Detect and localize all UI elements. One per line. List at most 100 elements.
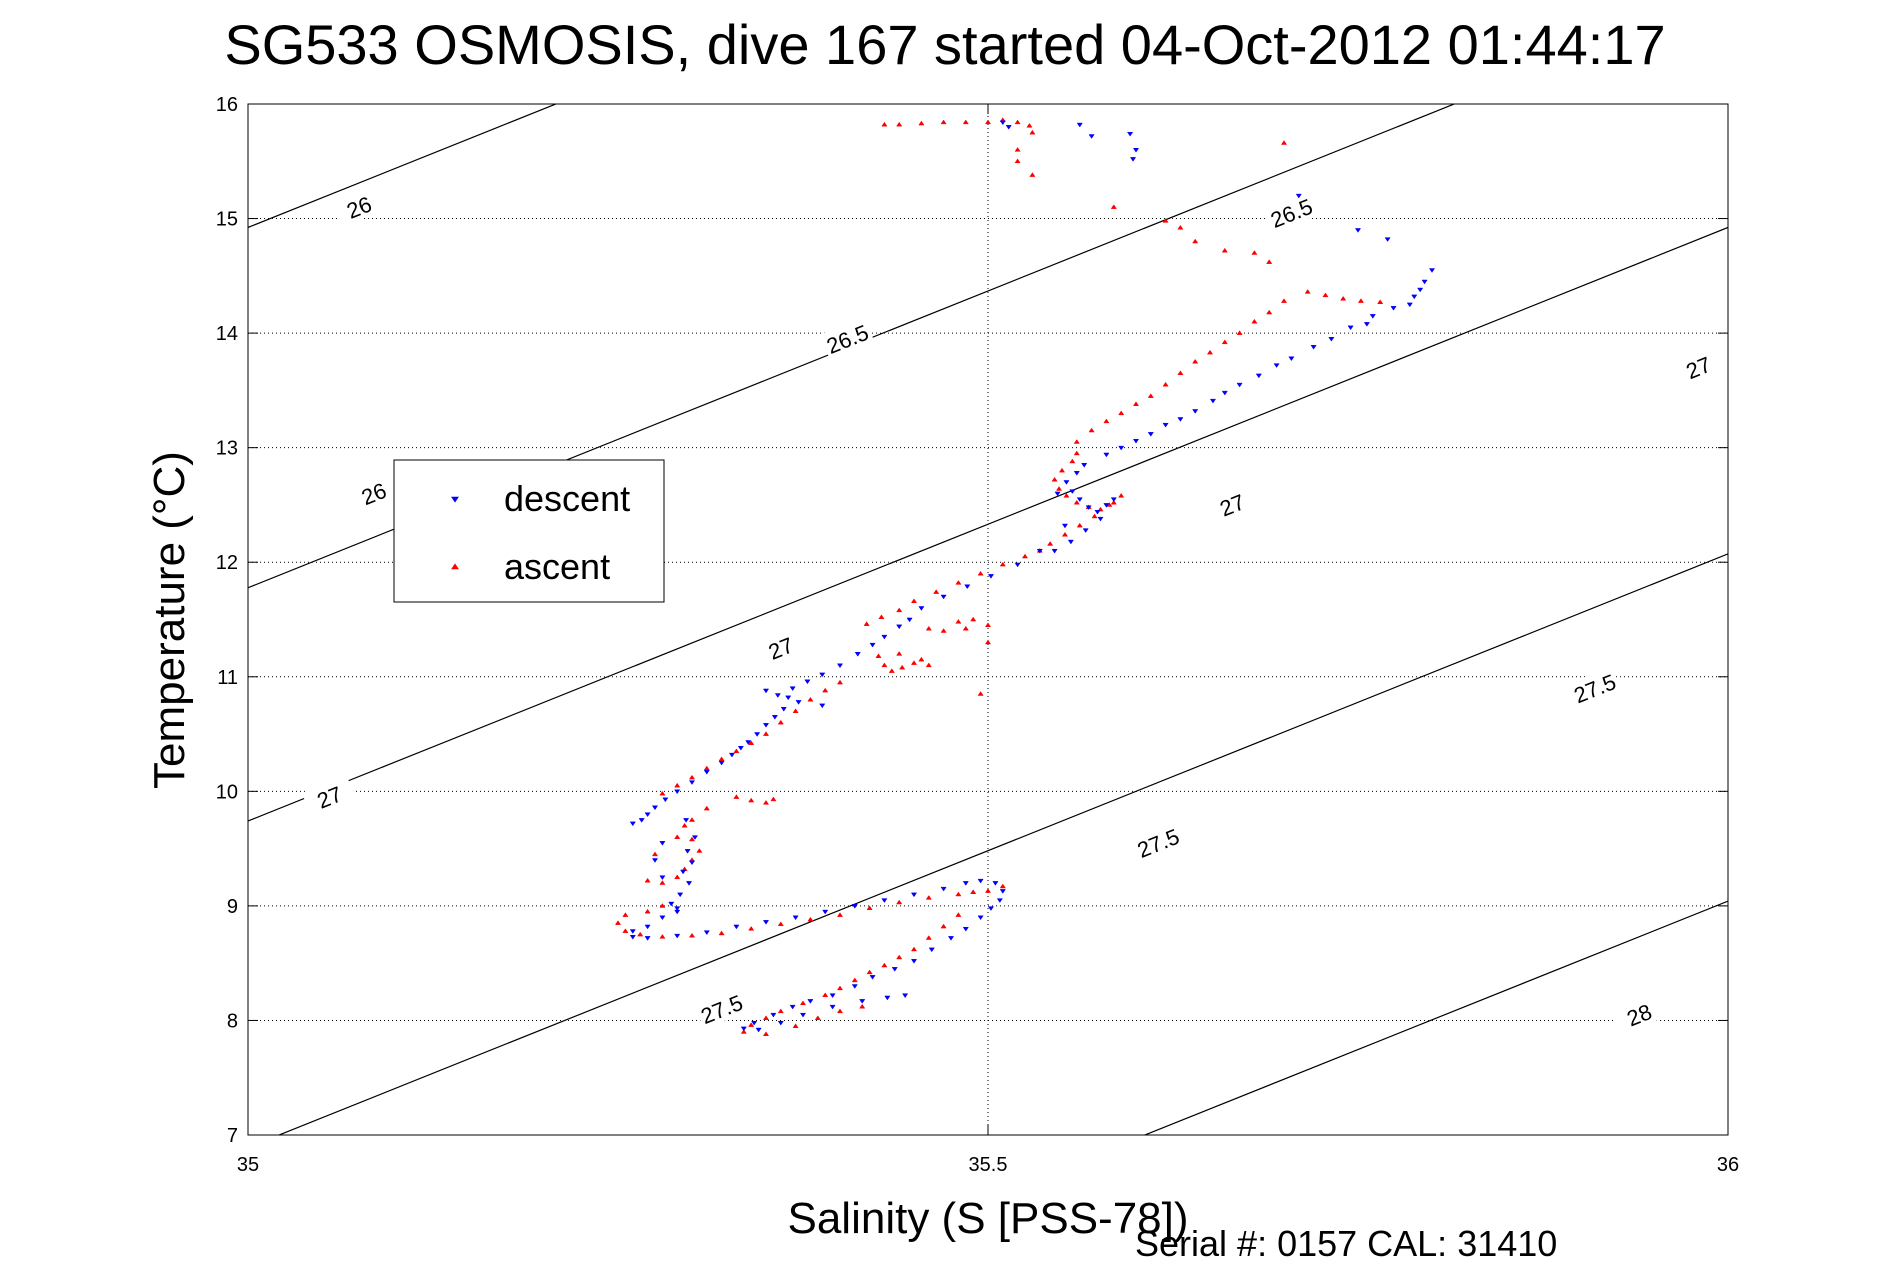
- descent-point: [1129, 157, 1137, 162]
- descent-point: [1069, 489, 1076, 494]
- isopycnal-line: [248, 104, 558, 229]
- descent-point: [1192, 409, 1199, 414]
- descent-point: [910, 892, 918, 898]
- y-tick-label: 7: [227, 1125, 238, 1147]
- ascent-point: [918, 656, 925, 662]
- descent-point: [906, 617, 913, 623]
- descent-point: [1118, 445, 1125, 451]
- contour-label-bg: [331, 185, 386, 228]
- descent-point: [1054, 491, 1061, 497]
- ascent-point: [814, 1015, 821, 1020]
- ascent-point: [1322, 292, 1329, 298]
- ascent-point: [984, 888, 992, 893]
- descent-point: [1417, 287, 1424, 293]
- descent-point: [1005, 125, 1012, 130]
- ascent-point: [859, 1003, 866, 1009]
- ascent-point: [836, 985, 844, 991]
- ascent-point: [688, 836, 696, 842]
- ascent-legend-marker: [451, 563, 459, 570]
- descent-point: [819, 703, 826, 709]
- ascent-point: [822, 687, 829, 693]
- ascent-point: [925, 625, 932, 631]
- ascent-point: [910, 598, 918, 603]
- ascent-point: [1162, 218, 1169, 223]
- ascent-point: [984, 622, 992, 628]
- descent-point: [999, 889, 1006, 894]
- ascent-point: [896, 899, 903, 905]
- descent-point: [1411, 294, 1418, 300]
- descent-point: [718, 760, 725, 766]
- descent-point: [940, 886, 947, 892]
- y-tick-label: 15: [216, 209, 238, 231]
- descent-point: [1097, 516, 1104, 522]
- ascent-point: [896, 651, 903, 656]
- ascent-point: [888, 668, 895, 673]
- ascent-point: [614, 920, 622, 925]
- ascent-point: [863, 621, 870, 626]
- ascent-point: [1221, 339, 1228, 345]
- descent-point: [1063, 480, 1070, 485]
- descent-point: [668, 901, 675, 907]
- ascent-point: [866, 969, 873, 975]
- ascent-point: [896, 121, 903, 127]
- ascent-point: [777, 719, 784, 725]
- ascent-point: [1088, 427, 1095, 433]
- descent-point: [822, 909, 829, 915]
- descent-point: [999, 120, 1006, 126]
- descent-point: [1221, 390, 1228, 396]
- serial-cal-footer: Serial #: 0157 CAL: 31410: [1135, 1223, 1557, 1262]
- ascent-point: [1192, 358, 1199, 364]
- ascent-point: [681, 822, 688, 828]
- descent-point: [688, 780, 696, 785]
- ascent-point: [1014, 119, 1021, 125]
- descent-point: [688, 860, 696, 866]
- descent-point: [703, 770, 710, 775]
- descent-point: [1162, 422, 1169, 428]
- ascent-point: [748, 740, 755, 746]
- ascent-series: [614, 117, 1384, 1037]
- x-tick-label: 35.5: [969, 1154, 1008, 1176]
- ascent-point: [836, 1008, 844, 1014]
- ascent-point: [762, 1031, 770, 1037]
- x-tick-label: 35: [237, 1154, 259, 1176]
- ascent-point: [674, 874, 681, 880]
- descent-point: [1384, 237, 1391, 242]
- isopycnal-line: [248, 104, 1456, 589]
- ascent-point: [1061, 531, 1069, 537]
- descent-point: [977, 915, 984, 921]
- ascent-point: [940, 119, 947, 125]
- ascent-point: [933, 589, 940, 594]
- descent-point: [996, 898, 1003, 903]
- ascent-point: [659, 790, 666, 796]
- ascent-point: [970, 616, 977, 622]
- ascent-point: [1340, 295, 1347, 301]
- ascent-point: [910, 946, 918, 952]
- y-tick-label: 16: [216, 94, 238, 116]
- descent-point: [1110, 497, 1117, 503]
- ascent-point: [881, 121, 888, 127]
- descent-point: [896, 624, 903, 630]
- ascent-point: [1192, 238, 1199, 244]
- descent-point: [683, 818, 690, 823]
- ascent-point: [733, 794, 740, 799]
- descent-point: [1255, 373, 1262, 379]
- descent-point: [674, 789, 681, 795]
- ascent-point: [962, 119, 969, 125]
- descent-point: [836, 663, 844, 669]
- ascent-point: [1177, 370, 1184, 376]
- descent-point: [770, 1012, 777, 1018]
- ascent-point: [866, 905, 873, 910]
- descent-point: [869, 642, 876, 648]
- y-tick-label: 9: [227, 896, 238, 918]
- descent-point: [799, 1012, 807, 1018]
- descent-point: [804, 679, 811, 685]
- descent-point: [947, 936, 955, 941]
- ascent-point: [1047, 541, 1054, 546]
- descent-point: [680, 869, 687, 875]
- ascent-point: [703, 805, 710, 811]
- ascent-point: [637, 931, 644, 937]
